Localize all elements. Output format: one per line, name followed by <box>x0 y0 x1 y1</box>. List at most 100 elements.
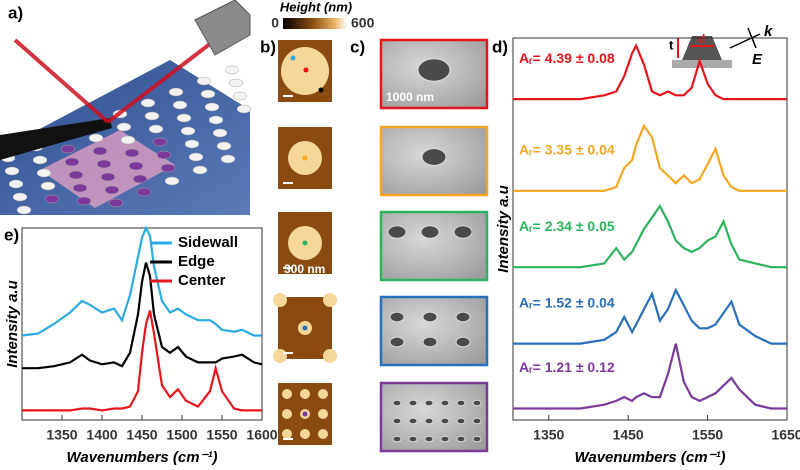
afm-disk <box>300 429 310 439</box>
plot-frame <box>21 227 263 421</box>
pillar <box>204 102 220 112</box>
pillar <box>232 91 248 101</box>
spectrum-line <box>22 262 263 370</box>
sem-pillar <box>456 417 466 425</box>
pillar <box>4 166 20 176</box>
pillar <box>116 122 132 132</box>
sem-pillar <box>440 417 450 425</box>
pillar <box>128 161 144 171</box>
sem-pillar <box>422 311 438 323</box>
curve-label: Aᵣ= 1.21 ± 0.12 <box>519 359 615 375</box>
laser <box>106 38 217 124</box>
sem-pillar <box>422 336 438 348</box>
sem-pillar <box>440 435 450 443</box>
x-tick-label: 1500 <box>166 427 197 443</box>
pillar <box>216 141 232 151</box>
inset-arrow <box>729 33 761 49</box>
x-tick-label: 1600 <box>246 427 277 443</box>
spectrum-line <box>513 343 787 410</box>
sem-pillar <box>472 435 482 443</box>
pillar <box>148 124 164 134</box>
pillar <box>228 78 244 88</box>
pillar <box>104 185 120 195</box>
sem-images <box>379 38 489 453</box>
afm-disk <box>323 293 337 307</box>
pillar <box>140 98 156 108</box>
pillar <box>68 170 84 180</box>
pillar <box>12 192 28 202</box>
y-axis-label: Intensity a.u <box>495 185 512 273</box>
x-tick-label: 1450 <box>126 427 157 443</box>
x-axis-label: Wavenumbers (cm⁻¹) <box>574 449 725 466</box>
colorbar-tick: 600 <box>351 15 375 31</box>
sem-pillar <box>456 435 466 443</box>
x-tick-label: 1650 <box>771 427 800 443</box>
afm-disk <box>273 349 287 363</box>
pillar <box>192 165 208 175</box>
sem-pillar <box>424 435 434 443</box>
sem-pillar <box>392 417 402 425</box>
sem-pillar <box>417 58 451 82</box>
sem-pillar <box>472 417 482 425</box>
pillar <box>72 183 88 193</box>
pillar <box>184 139 200 149</box>
pillar <box>40 181 56 191</box>
inset-substrate <box>672 60 732 68</box>
panel-label: b) <box>260 37 276 56</box>
probe-dot <box>302 240 308 246</box>
scale-bar-label: 1000 nm <box>386 90 434 104</box>
panel-label: d) <box>492 37 508 56</box>
afm-images <box>273 40 337 445</box>
sem-pillar <box>389 311 405 323</box>
x-tick-label: 1450 <box>613 427 644 443</box>
afm-disk <box>318 389 328 399</box>
pillar <box>124 148 140 158</box>
pillar <box>60 144 76 154</box>
inset-label: t <box>669 37 674 52</box>
cantilever <box>0 118 112 160</box>
probe-dot <box>318 87 324 93</box>
sem-pillar <box>456 399 466 407</box>
pillar <box>188 152 204 162</box>
sem-pillar <box>455 311 471 323</box>
probe-dot <box>302 325 308 331</box>
sem-pillar <box>453 225 473 239</box>
x-tick-label: 1350 <box>533 427 564 443</box>
afm-disk <box>318 409 328 419</box>
laser <box>13 38 110 124</box>
afm-disk <box>282 389 292 399</box>
pillar <box>36 168 52 178</box>
inset-label: d <box>698 32 705 46</box>
sem-pillar <box>387 225 407 239</box>
x-tick-label: 1550 <box>206 427 237 443</box>
x-tick-label: 1400 <box>86 427 117 443</box>
probe-dot <box>302 155 308 161</box>
pillar <box>196 76 212 86</box>
pillar <box>144 111 160 121</box>
pillar <box>76 196 92 206</box>
sem-pillar <box>392 435 402 443</box>
sem-pillar <box>455 336 471 348</box>
pillar <box>88 133 104 143</box>
pillar <box>120 135 136 145</box>
pillar <box>32 155 48 165</box>
colorbar-label: Height (nm) <box>280 0 352 14</box>
scale-bar <box>283 352 293 354</box>
inset-pillar <box>682 36 722 60</box>
pillar <box>100 172 116 182</box>
scale-bar <box>283 267 293 269</box>
spectrum-line <box>513 203 787 269</box>
pillar <box>168 87 184 97</box>
schematic <box>0 0 252 215</box>
spectrum-line <box>21 225 262 337</box>
pillar <box>176 113 192 123</box>
spectrum-line <box>513 42 787 101</box>
legend-label: Sidewall <box>178 234 238 251</box>
sem-tile <box>379 295 489 367</box>
scale-bar <box>283 182 293 184</box>
panel-label: a) <box>8 3 23 22</box>
pillar <box>92 146 108 156</box>
colorbar <box>283 18 347 29</box>
